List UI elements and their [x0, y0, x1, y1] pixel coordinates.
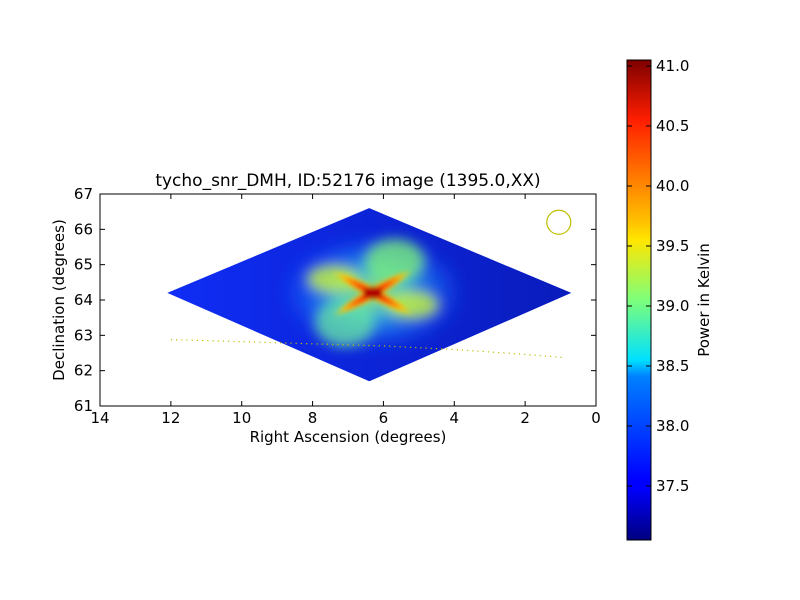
colorbar [627, 60, 651, 540]
colorbar-tick-label: 40.5 [656, 117, 689, 135]
x-tick-label: 14 [90, 409, 109, 427]
x-tick-label: 8 [308, 409, 318, 427]
colorbar-tick-label: 37.5 [656, 477, 689, 495]
heatmap-image [100, 194, 596, 406]
y-axis-label: Declination (degrees) [50, 219, 68, 381]
emission-peak [363, 287, 383, 299]
colorbar-tick-label: 38.5 [656, 357, 689, 375]
y-tick-label: 65 [74, 256, 93, 274]
x-tick-label: 4 [450, 409, 460, 427]
x-axis-label: Right Ascension (degrees) [250, 428, 447, 446]
x-tick-label: 10 [232, 409, 251, 427]
y-tick-label: 61 [74, 397, 93, 415]
colorbar-tick-label: 40.0 [656, 177, 689, 195]
y-tick-label: 62 [74, 362, 93, 380]
colorbar-tick-label: 38.0 [656, 417, 689, 435]
colorbar-label: Power in Kelvin [695, 243, 713, 357]
x-tick-label: 2 [520, 409, 530, 427]
y-tick-label: 66 [74, 220, 93, 238]
colorbar-tick-label: 41.0 [656, 57, 689, 75]
x-tick-label: 0 [591, 409, 601, 427]
y-tick-label: 63 [74, 326, 93, 344]
colorbar-tick-label: 39.5 [656, 237, 689, 255]
x-tick-label: 6 [379, 409, 389, 427]
y-tick-label: 67 [74, 185, 93, 203]
y-tick-label: 64 [74, 291, 93, 309]
colorbar-tick-label: 39.0 [656, 297, 689, 315]
beam-marker-circle [547, 210, 571, 234]
chart-title: tycho_snr_DMH, ID:52176 image (1395.0,XX… [155, 171, 540, 191]
x-tick-label: 12 [161, 409, 180, 427]
